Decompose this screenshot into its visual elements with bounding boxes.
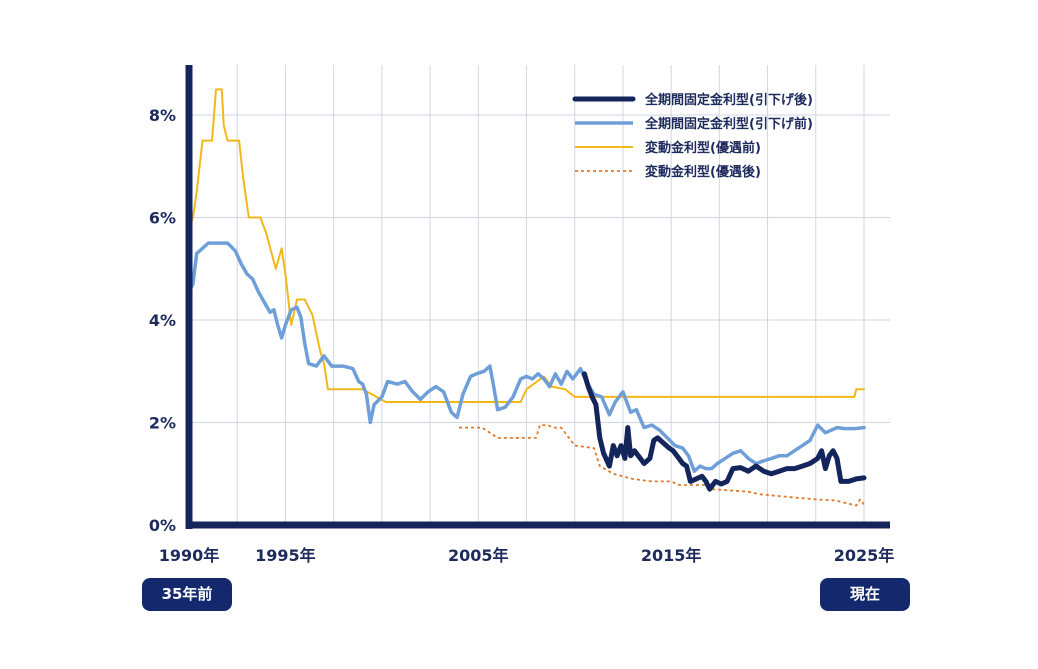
- x-tick-label: 2005年: [448, 546, 509, 565]
- series-lines: [187, 88, 867, 507]
- legend-label: 変動金利型(優遇前): [645, 140, 761, 156]
- y-tick-label: 6%: [149, 209, 176, 228]
- start-badge: 35年前: [142, 578, 232, 611]
- series-line: [459, 424, 865, 507]
- end-badge: 現在: [820, 578, 910, 611]
- x-tick-label: 2015年: [641, 546, 702, 565]
- legend: 全期間固定金利型(引下げ後) 全期間固定金利型(引下げ前) 変動金利型(優遇前) 変動…: [572, 92, 813, 180]
- y-tick-label: 2%: [149, 414, 176, 433]
- axes: [185, 65, 890, 529]
- y-tick-label: 4%: [149, 311, 176, 330]
- series-line: [581, 371, 867, 492]
- x-tick-label: 2025年: [834, 546, 895, 565]
- y-tick-label: 8%: [149, 106, 176, 125]
- legend-label: 変動金利型(優遇後): [645, 164, 761, 180]
- x-tick-label: 1990年: [159, 546, 220, 565]
- x-tick-label: 1995年: [255, 546, 316, 565]
- legend-label: 全期間固定金利型(引下げ後): [644, 92, 813, 108]
- legend-label: 全期間固定金利型(引下げ前): [644, 116, 813, 132]
- y-tick-label: 0%: [149, 516, 176, 535]
- tick-labels: 0% 2% 4% 6% 8% 1990年 1995年 2005年 2015年 2025年: [149, 106, 894, 565]
- grid-lines: [189, 65, 890, 525]
- series-line: [187, 241, 866, 473]
